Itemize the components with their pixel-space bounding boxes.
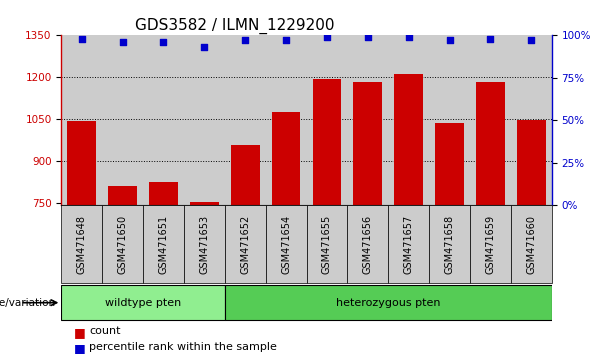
Text: GSM471650: GSM471650 (118, 215, 128, 274)
Bar (313, 79, 341, 205)
Bar (476, 82, 504, 205)
FancyBboxPatch shape (61, 205, 102, 283)
Bar (149, 182, 178, 205)
Bar (511, 35, 552, 205)
Bar (306, 35, 348, 205)
FancyBboxPatch shape (348, 205, 388, 283)
Bar (102, 35, 143, 205)
FancyBboxPatch shape (143, 205, 184, 283)
FancyBboxPatch shape (61, 285, 225, 320)
Text: GSM471651: GSM471651 (159, 215, 169, 274)
Bar (265, 35, 306, 205)
FancyBboxPatch shape (511, 205, 552, 283)
Bar (394, 74, 423, 205)
Text: genotype/variation: genotype/variation (0, 298, 55, 308)
FancyBboxPatch shape (225, 205, 265, 283)
Text: GSM471653: GSM471653 (199, 215, 209, 274)
Text: count: count (89, 326, 120, 336)
Bar (61, 35, 102, 205)
Bar (109, 186, 137, 205)
Text: GSM471657: GSM471657 (404, 215, 414, 274)
Point (77, 36, 86, 42)
Text: ■: ■ (74, 342, 85, 354)
Bar (348, 35, 388, 205)
Text: GSM471656: GSM471656 (363, 215, 373, 274)
Text: GSM471659: GSM471659 (485, 215, 495, 274)
Point (199, 45, 209, 50)
Text: GDS3582 / ILMN_1229200: GDS3582 / ILMN_1229200 (135, 18, 334, 34)
FancyBboxPatch shape (470, 205, 511, 283)
Text: GSM471652: GSM471652 (240, 215, 250, 274)
Bar (435, 123, 464, 205)
Bar (354, 82, 382, 205)
FancyBboxPatch shape (102, 205, 143, 283)
Bar (388, 35, 429, 205)
Point (527, 38, 536, 43)
Text: GSM471660: GSM471660 (527, 215, 536, 274)
Point (363, 34, 373, 40)
Point (159, 39, 169, 45)
Text: GSM471654: GSM471654 (281, 215, 291, 274)
Text: ■: ■ (74, 326, 85, 339)
FancyBboxPatch shape (388, 205, 429, 283)
Text: GSM471655: GSM471655 (322, 215, 332, 274)
Bar (184, 35, 225, 205)
Bar (231, 145, 259, 205)
FancyBboxPatch shape (225, 285, 552, 320)
Bar (517, 120, 546, 205)
Bar (190, 202, 219, 205)
Bar (429, 35, 470, 205)
FancyBboxPatch shape (429, 205, 470, 283)
Bar (225, 35, 265, 205)
Text: heterozygous pten: heterozygous pten (336, 298, 441, 308)
Text: GSM471648: GSM471648 (77, 215, 86, 274)
Point (404, 34, 414, 40)
Point (322, 34, 332, 40)
Bar (470, 35, 511, 205)
Text: wildtype pten: wildtype pten (105, 298, 181, 308)
Bar (143, 35, 184, 205)
Bar (272, 112, 300, 205)
Point (118, 39, 128, 45)
Point (444, 38, 454, 43)
Text: GSM471658: GSM471658 (444, 215, 454, 274)
Point (240, 38, 250, 43)
FancyBboxPatch shape (265, 205, 306, 283)
FancyBboxPatch shape (306, 205, 348, 283)
Text: percentile rank within the sample: percentile rank within the sample (89, 342, 276, 352)
FancyBboxPatch shape (184, 205, 225, 283)
Point (485, 36, 495, 42)
Bar (67, 121, 96, 205)
Point (281, 38, 291, 43)
